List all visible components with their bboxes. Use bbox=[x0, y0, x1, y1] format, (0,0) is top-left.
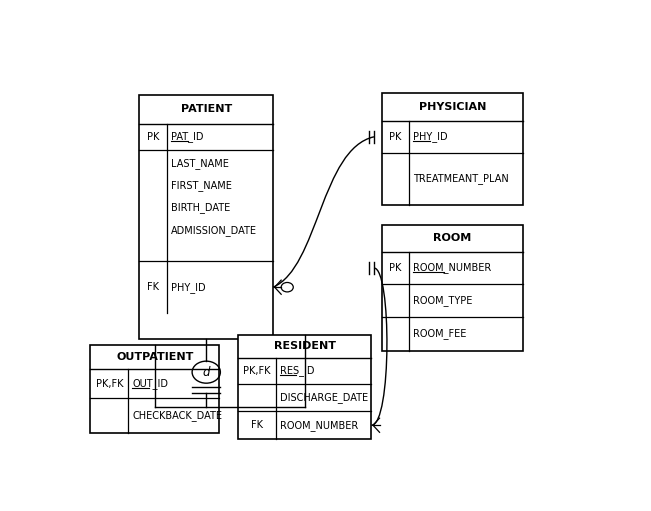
Text: ROOM: ROOM bbox=[433, 234, 471, 243]
Bar bbox=[381, 93, 523, 205]
Text: RESIDENT: RESIDENT bbox=[273, 341, 336, 351]
Bar bbox=[90, 344, 219, 433]
Text: OUTPATIENT: OUTPATIENT bbox=[116, 352, 193, 362]
Text: PK,FK: PK,FK bbox=[243, 366, 270, 376]
Bar bbox=[139, 95, 273, 339]
Text: CHECKBACK_DATE: CHECKBACK_DATE bbox=[132, 410, 223, 421]
Text: DISCHARGE_DATE: DISCHARGE_DATE bbox=[280, 392, 368, 403]
Text: PHY_ID: PHY_ID bbox=[171, 282, 206, 293]
Text: PAT_ID: PAT_ID bbox=[171, 131, 204, 143]
Text: PK: PK bbox=[147, 132, 159, 142]
Text: ROOM_NUMBER: ROOM_NUMBER bbox=[413, 263, 492, 273]
Text: ROOM_FEE: ROOM_FEE bbox=[413, 329, 467, 339]
Text: ROOM_NUMBER: ROOM_NUMBER bbox=[280, 420, 358, 431]
Text: RES_ID: RES_ID bbox=[280, 365, 314, 376]
Text: d: d bbox=[202, 366, 210, 379]
Text: PHY_ID: PHY_ID bbox=[413, 131, 448, 142]
Text: FK: FK bbox=[251, 420, 263, 430]
Text: OUT_ID: OUT_ID bbox=[132, 378, 169, 389]
Text: PK,FK: PK,FK bbox=[96, 379, 123, 389]
Bar bbox=[238, 335, 372, 439]
Text: FIRST_NAME: FIRST_NAME bbox=[171, 180, 232, 191]
Text: LAST_NAME: LAST_NAME bbox=[171, 158, 229, 169]
Text: PK: PK bbox=[389, 132, 402, 142]
Text: PK: PK bbox=[389, 263, 402, 273]
Text: PATIENT: PATIENT bbox=[180, 104, 232, 114]
Text: ADMISSION_DATE: ADMISSION_DATE bbox=[171, 225, 257, 236]
Text: ROOM_TYPE: ROOM_TYPE bbox=[413, 295, 473, 306]
Bar bbox=[381, 225, 523, 351]
Text: FK: FK bbox=[147, 282, 159, 292]
Text: BIRTH_DATE: BIRTH_DATE bbox=[171, 202, 230, 213]
Text: TREATMEANT_PLAN: TREATMEANT_PLAN bbox=[413, 173, 509, 184]
Text: PHYSICIAN: PHYSICIAN bbox=[419, 102, 486, 112]
